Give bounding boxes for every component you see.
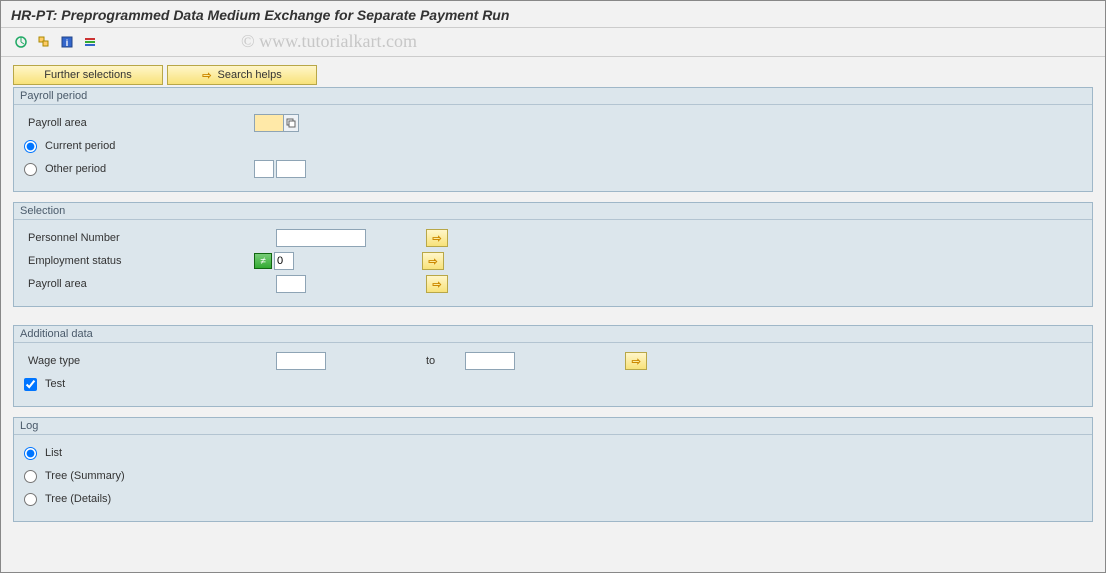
current-period-radio[interactable] xyxy=(24,140,37,153)
list-label: List xyxy=(45,447,62,459)
tree-summary-label: Tree (Summary) xyxy=(45,470,125,482)
search-helps-button[interactable]: ⇨ Search helps xyxy=(167,65,317,85)
further-selections-button[interactable]: Further selections xyxy=(13,65,163,85)
not-equal-icon[interactable]: ≠ xyxy=(254,253,272,269)
search-helps-label: Search helps xyxy=(218,69,282,81)
personnel-number-label: Personnel Number xyxy=(24,232,254,244)
payroll-area-sel-input[interactable] xyxy=(276,275,306,293)
test-label: Test xyxy=(45,378,65,390)
list-radio[interactable] xyxy=(24,447,37,460)
selection-legend: Selection xyxy=(14,203,1092,220)
other-period-radio-row[interactable]: Other period xyxy=(24,163,254,176)
selection-group: Selection Personnel Number ⇨ Employment … xyxy=(13,202,1093,307)
payroll-period-legend: Payroll period xyxy=(14,88,1092,105)
tree-summary-radio-row[interactable]: Tree (Summary) xyxy=(24,470,254,483)
toolbar: i xyxy=(1,28,1105,57)
log-group: Log List Tree (Summary) xyxy=(13,417,1093,522)
payroll-area-f4-button[interactable] xyxy=(283,114,299,132)
wage-type-to-input[interactable] xyxy=(465,352,515,370)
tree-details-label: Tree (Details) xyxy=(45,493,111,505)
personnel-number-input[interactable] xyxy=(276,229,366,247)
employment-status-multiselect-button[interactable]: ⇨ xyxy=(422,252,444,270)
additional-data-legend: Additional data xyxy=(14,326,1092,343)
variant-icon[interactable] xyxy=(34,32,54,52)
wage-type-multiselect-button[interactable]: ⇨ xyxy=(625,352,647,370)
other-period-input-2[interactable] xyxy=(276,160,306,178)
svg-text:i: i xyxy=(66,38,69,48)
payroll-area-input[interactable] xyxy=(254,114,284,132)
list-radio-row[interactable]: List xyxy=(24,447,254,460)
additional-data-group: Additional data Wage type to ⇨ Tes xyxy=(13,325,1093,407)
other-period-label: Other period xyxy=(45,163,106,175)
current-period-label: Current period xyxy=(45,140,115,152)
employment-status-input[interactable] xyxy=(274,252,294,270)
arrow-right-icon: ⇨ xyxy=(428,255,437,268)
execute-icon[interactable] xyxy=(11,32,31,52)
tree-summary-radio[interactable] xyxy=(24,470,37,483)
bars-icon[interactable] xyxy=(80,32,100,52)
to-label: to xyxy=(426,355,435,367)
search-help-icon xyxy=(286,118,296,128)
info-icon[interactable]: i xyxy=(57,32,77,52)
tree-details-radio-row[interactable]: Tree (Details) xyxy=(24,493,254,506)
log-legend: Log xyxy=(14,418,1092,435)
other-period-input-1[interactable] xyxy=(254,160,274,178)
test-checkbox-row[interactable]: Test xyxy=(24,378,254,391)
arrow-right-icon: ⇨ xyxy=(202,69,211,82)
current-period-radio-row[interactable]: Current period xyxy=(24,140,254,153)
page-title: HR-PT: Preprogrammed Data Medium Exchang… xyxy=(1,1,1105,28)
payroll-period-group: Payroll period Payroll area Current peri… xyxy=(13,87,1093,192)
tree-details-radio[interactable] xyxy=(24,493,37,506)
other-period-radio[interactable] xyxy=(24,163,37,176)
wage-type-label: Wage type xyxy=(24,355,254,367)
arrow-right-icon: ⇨ xyxy=(432,232,441,245)
payroll-area-sel-label: Payroll area xyxy=(24,278,254,290)
arrow-right-icon: ⇨ xyxy=(632,355,641,368)
personnel-number-multiselect-button[interactable]: ⇨ xyxy=(426,229,448,247)
further-selections-label: Further selections xyxy=(44,69,131,81)
test-checkbox[interactable] xyxy=(24,378,37,391)
employment-status-label: Employment status xyxy=(24,255,254,267)
arrow-right-icon: ⇨ xyxy=(432,278,441,291)
wage-type-from-input[interactable] xyxy=(276,352,326,370)
payroll-area-multiselect-button[interactable]: ⇨ xyxy=(426,275,448,293)
payroll-area-label: Payroll area xyxy=(24,117,254,129)
